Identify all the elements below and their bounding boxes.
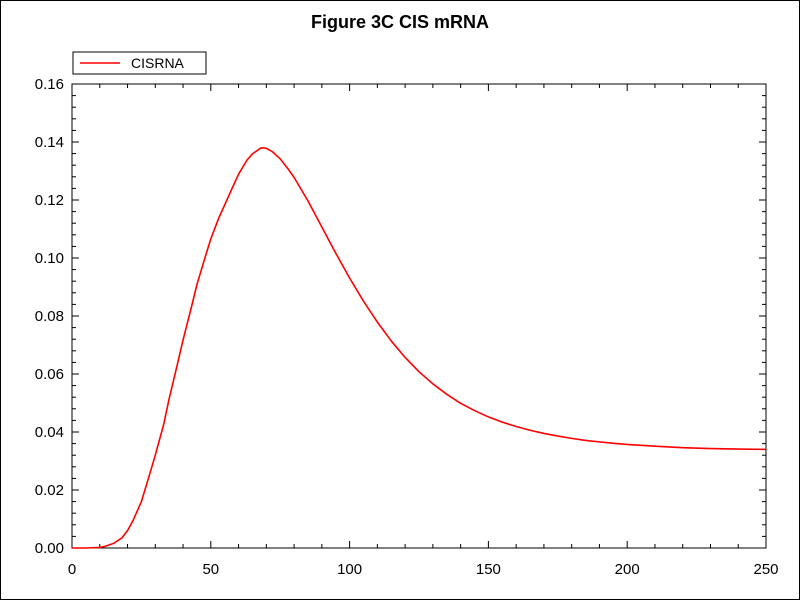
x-tick-label: 50 <box>202 561 219 578</box>
series-line-cisrna <box>72 147 767 549</box>
y-tick-label: 0.10 <box>35 250 64 267</box>
y-tick-label: 0.12 <box>35 192 64 209</box>
y-tick-label: 0.00 <box>35 540 64 557</box>
y-tick-label: 0.02 <box>35 482 64 499</box>
series-layer <box>72 147 767 549</box>
axes <box>71 83 767 549</box>
legend-box <box>72 51 207 75</box>
y-tick-label: 0.14 <box>35 134 64 151</box>
x-tick-label: 0 <box>68 561 76 578</box>
chart-title: Figure 3C CIS mRNA <box>310 12 490 32</box>
x-tick-label: 150 <box>476 561 501 578</box>
y-tick-label: 0.06 <box>35 366 64 383</box>
x-tick-label: 100 <box>337 561 362 578</box>
ticks: 0.00 0.02 0.04 0.06 0.08 0.10 0.12 0.14 0.16 0 50 1… <box>35 76 779 578</box>
legend: CISRNA <box>72 51 207 75</box>
y-tick-label: 0.08 <box>35 308 64 325</box>
plot-box <box>71 83 767 549</box>
y-tick-label: 0.04 <box>35 424 64 441</box>
y-tick-label: 0.16 <box>35 76 64 93</box>
legend-label: CISRNA <box>131 55 185 71</box>
x-tick-label: 250 <box>753 561 778 578</box>
x-tick-label: 200 <box>615 561 640 578</box>
